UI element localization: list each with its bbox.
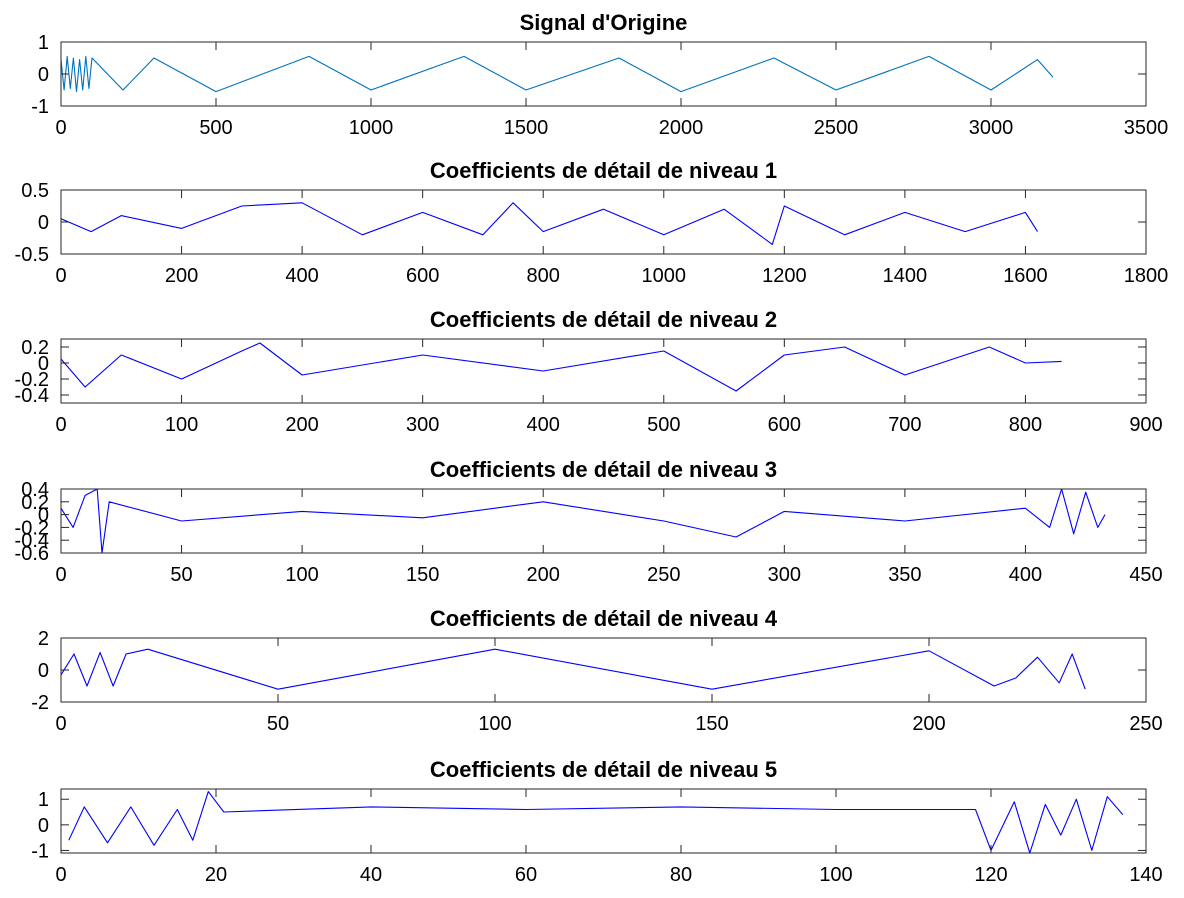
x-tick-label: 100 <box>819 864 852 886</box>
x-tick-label: 600 <box>768 414 801 436</box>
x-tick-label: 0 <box>55 864 66 886</box>
y-tick-label: 0 <box>38 505 49 527</box>
axes-frame-panel-2 <box>60 338 1147 404</box>
x-tick-label: 200 <box>165 265 198 287</box>
y-tick-label: -0.6 <box>15 543 49 565</box>
axes-frame-panel-3 <box>60 488 1147 554</box>
x-tick-label: 700 <box>888 414 921 436</box>
y-tick-label: -0.4 <box>15 385 49 407</box>
panel-detail-level-2: Coefficients de détail de niveau 2 0 100 2… <box>15 307 1163 436</box>
y-tick-label: 0 <box>38 64 49 86</box>
y-tick-label: -2 <box>31 692 49 714</box>
x-tick-label: 900 <box>1129 414 1162 436</box>
y-tick-label: 0 <box>38 212 49 234</box>
y-tick-label: -0.5 <box>15 244 49 266</box>
x-tick-label: 1200 <box>762 265 807 287</box>
panel-detail-level-1: Coefficients de détail de niveau 1 0 200 4… <box>15 158 1169 287</box>
x-tick-label: 3500 <box>1124 117 1169 139</box>
panel-detail-level-2-title: Coefficients de détail de niveau 2 <box>430 307 777 332</box>
x-tick-label: 50 <box>267 713 289 735</box>
x-tick-label: 150 <box>695 713 728 735</box>
x-tick-label: 0 <box>55 564 66 586</box>
y-tick-label: 2 <box>38 628 49 650</box>
y-tick-label: 1 <box>38 789 49 811</box>
y-tick-label: 0.5 <box>21 180 49 202</box>
y-tick-label: 0 <box>38 815 49 837</box>
x-tick-label: 400 <box>285 265 318 287</box>
x-tick-label: 200 <box>527 564 560 586</box>
y-tick-label: -0.4 <box>15 530 49 552</box>
x-tick-label: 400 <box>1009 564 1042 586</box>
x-tick-label: 140 <box>1129 864 1162 886</box>
x-tick-label: 0 <box>55 265 66 287</box>
y-tick-label: -1 <box>31 96 49 118</box>
panel-detail-level-5: Coefficients de détail de niveau 5 0 20 40… <box>31 757 1162 886</box>
panel-detail-level-3-title: Coefficients de détail de niveau 3 <box>430 457 777 482</box>
x-tick-label: 600 <box>406 265 439 287</box>
series-line-panel-4 <box>61 648 1086 690</box>
panel-detail-level-5-title: Coefficients de détail de niveau 5 <box>430 757 777 782</box>
panel-original-signal-title: Signal d'Origine <box>520 10 688 35</box>
y-tick-label: 0.2 <box>21 337 49 359</box>
x-tick-label: 1500 <box>504 117 549 139</box>
x-tick-label: 150 <box>406 564 439 586</box>
panel-original-signal: Signal d'Origine 0 500 1000 1500 2000 2500 300… <box>31 10 1168 139</box>
x-tick-label: 100 <box>478 713 511 735</box>
x-tick-label: 1000 <box>349 117 394 139</box>
panel-detail-level-4: Coefficients de détail de niveau 4 0 50 10… <box>31 606 1162 735</box>
x-tick-label: 50 <box>170 564 192 586</box>
y-tick-label: 0.2 <box>21 492 49 514</box>
y-tick-label: -1 <box>31 840 49 862</box>
panel-detail-level-3: Coefficients de détail de niveau 3 0 50 10… <box>15 457 1163 586</box>
x-tick-label: 0 <box>55 414 66 436</box>
y-tick-label: -0.2 <box>15 517 49 539</box>
x-tick-label: 450 <box>1129 564 1162 586</box>
x-tick-label: 300 <box>406 414 439 436</box>
panel-detail-level-4-title: Coefficients de détail de niveau 4 <box>430 606 778 631</box>
x-tick-label: 250 <box>647 564 680 586</box>
x-tick-label: 120 <box>974 864 1007 886</box>
series-line-panel-0 <box>61 55 1054 93</box>
x-tick-label: 2500 <box>814 117 859 139</box>
x-tick-label: 200 <box>912 713 945 735</box>
y-tick-label: 0.4 <box>21 479 49 501</box>
x-tick-label: 250 <box>1129 713 1162 735</box>
x-tick-label: 80 <box>670 864 692 886</box>
x-tick-label: 800 <box>527 265 560 287</box>
y-tick-label: 0 <box>38 353 49 375</box>
x-tick-label: 500 <box>199 117 232 139</box>
x-tick-label: 2000 <box>659 117 704 139</box>
x-tick-label: 3000 <box>969 117 1014 139</box>
x-tick-label: 40 <box>360 864 382 886</box>
x-tick-label: 1000 <box>642 265 687 287</box>
x-tick-label: 100 <box>165 414 198 436</box>
x-tick-label: 800 <box>1009 414 1042 436</box>
x-tick-label: 300 <box>768 564 801 586</box>
x-tick-label: 100 <box>285 564 318 586</box>
x-tick-label: 1800 <box>1124 265 1169 287</box>
y-tick-label: -0.2 <box>15 369 49 391</box>
series-line-panel-3 <box>61 489 1106 553</box>
x-tick-label: 500 <box>647 414 680 436</box>
x-tick-label: 0 <box>55 117 66 139</box>
x-tick-label: 20 <box>205 864 227 886</box>
x-tick-label: 0 <box>55 713 66 735</box>
x-tick-label: 1400 <box>883 265 928 287</box>
series-line-panel-1 <box>61 202 1038 245</box>
axes-frame-panel-5 <box>60 788 1147 854</box>
x-tick-label: 1600 <box>1003 265 1048 287</box>
x-tick-label: 200 <box>285 414 318 436</box>
panel-detail-level-1-title: Coefficients de détail de niveau 1 <box>430 158 777 183</box>
y-tick-label: 0 <box>38 660 49 682</box>
x-tick-label: 60 <box>515 864 537 886</box>
y-tick-label: 1 <box>38 32 49 54</box>
x-tick-label: 400 <box>527 414 560 436</box>
x-tick-label: 350 <box>888 564 921 586</box>
series-line-panel-2 <box>61 342 1062 392</box>
series-line-panel-5 <box>68 791 1124 853</box>
